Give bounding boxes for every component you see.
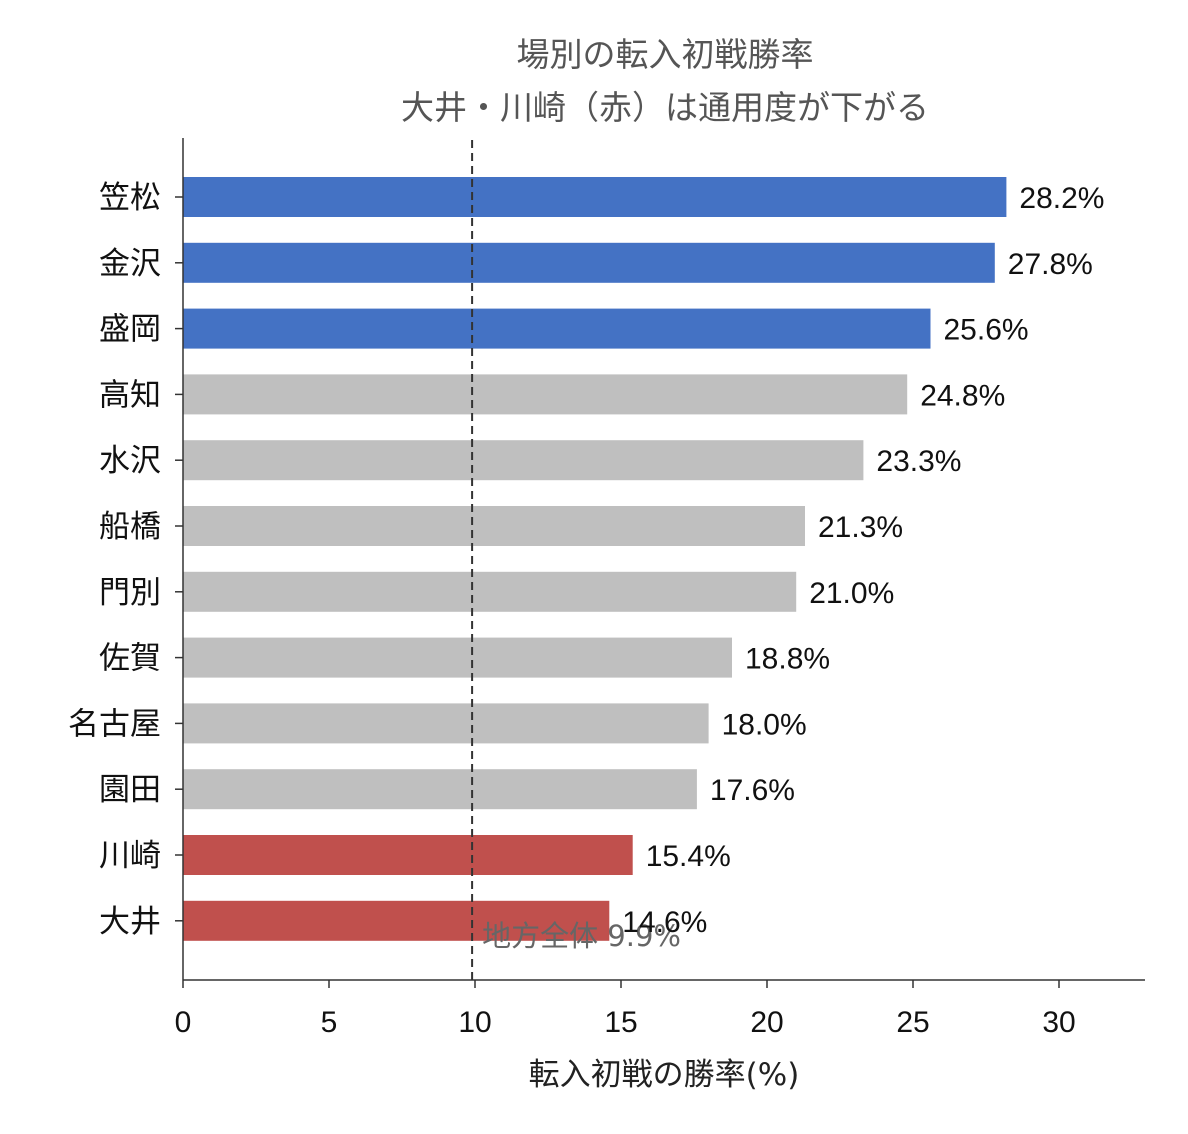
bar-5: [183, 506, 805, 546]
value-label-1: 27.8%: [1008, 248, 1093, 281]
value-label-11: 14.6%: [622, 906, 707, 939]
bars-group: [183, 177, 1007, 941]
bar-10: [183, 835, 633, 875]
bar-9: [183, 769, 697, 810]
category-label-1: 金沢: [99, 246, 161, 282]
category-label-10: 川崎: [99, 838, 161, 874]
category-label-8: 名古屋: [68, 706, 161, 742]
category-label-2: 盛岡: [99, 312, 161, 348]
reference-line-group: 地方全体 9.9%: [471, 140, 681, 980]
x-axis-ticks: 0 5 10 15 20 25 30: [175, 980, 1076, 1039]
value-label-4: 23.3%: [876, 445, 961, 478]
x-tick-label-5: 25: [896, 1006, 929, 1039]
bar-7: [183, 637, 732, 678]
x-tick-label-3: 15: [604, 1006, 637, 1039]
category-label-5: 船橋: [99, 509, 161, 545]
value-label-8: 18.0%: [722, 708, 807, 741]
value-label-0: 28.2%: [1019, 182, 1104, 215]
category-label-7: 佐賀: [99, 641, 161, 677]
category-label-11: 大井: [99, 904, 161, 940]
x-tick-label-4: 20: [750, 1006, 783, 1039]
value-label-6: 21.0%: [809, 577, 894, 610]
bar-4: [183, 440, 864, 481]
value-label-5: 21.3%: [818, 511, 903, 544]
chart-subtitle: 大井・川崎（赤）は通用度が下がる: [401, 88, 929, 127]
category-label-6: 門別: [99, 575, 161, 611]
bar-0: [183, 177, 1007, 217]
x-tick-label-0: 0: [175, 1006, 192, 1039]
value-labels: 28.2% 27.8% 25.6% 24.8% 23.3% 21.3% 21.0% 18.8%…: [622, 182, 1104, 939]
value-label-2: 25.6%: [944, 314, 1029, 347]
category-label-0: 笠松: [99, 180, 161, 216]
x-tick-label-6: 30: [1042, 1006, 1075, 1039]
bar-6: [183, 571, 797, 612]
category-label-4: 水沢: [99, 443, 161, 479]
value-label-3: 24.8%: [920, 379, 1005, 412]
x-axis-label: 転入初戦の勝率(%): [529, 1057, 800, 1093]
value-label-7: 18.8%: [745, 643, 830, 676]
reference-line-label: 地方全体 9.9%: [482, 919, 681, 953]
bar-3: [183, 374, 908, 415]
value-label-9: 17.6%: [710, 774, 795, 807]
bar-1: [183, 242, 995, 283]
bar-8: [183, 703, 709, 744]
bar-2: [183, 308, 931, 349]
category-label-9: 園田: [99, 772, 161, 808]
value-label-10: 15.4%: [646, 840, 731, 873]
x-tick-label-1: 5: [321, 1006, 338, 1039]
x-tick-label-2: 10: [458, 1006, 491, 1039]
chart-title: 場別の転入初戦勝率: [517, 35, 814, 74]
bar-11: [183, 900, 610, 941]
category-label-3: 高知: [99, 377, 161, 413]
